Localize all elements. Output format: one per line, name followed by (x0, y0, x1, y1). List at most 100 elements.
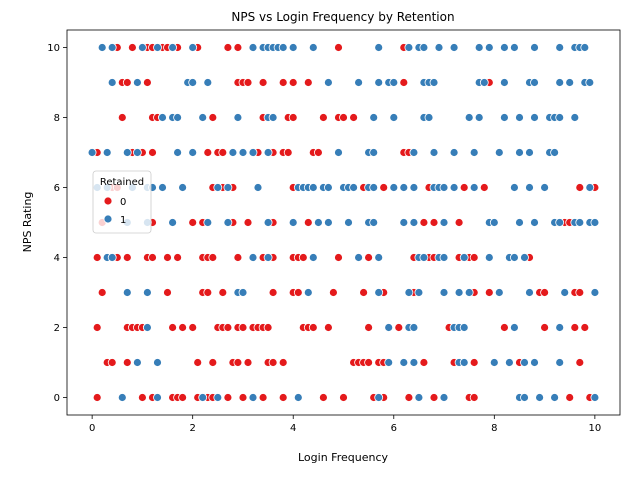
data-point-series-0-72 (499, 323, 509, 332)
y-axis-label: NPS Rating (21, 192, 34, 253)
data-point-series-1-96 (158, 183, 167, 192)
data-point-series-0-187 (288, 78, 298, 87)
data-point-series-1-71 (263, 218, 273, 227)
data-point-series-0-189 (399, 78, 409, 87)
data-point-series-1-100 (253, 183, 263, 192)
data-point-series-1-17 (399, 358, 409, 367)
legend-marker-0 (103, 196, 113, 206)
data-point-series-1-0 (117, 393, 127, 402)
data-point-series-0-186 (278, 78, 288, 87)
data-point-series-1-117 (439, 183, 449, 192)
data-point-series-1-25 (555, 358, 565, 367)
data-point-series-1-126 (122, 148, 132, 157)
data-point-series-0-63 (263, 323, 273, 332)
data-point-series-1-42 (414, 288, 424, 297)
data-point-series-1-158 (474, 113, 484, 122)
data-point-series-1-141 (494, 148, 504, 157)
data-point-series-1-146 (158, 113, 167, 122)
data-point-series-0-93 (540, 288, 549, 297)
x-axis-label: Login Frequency (298, 451, 388, 464)
data-point-series-0-192 (127, 43, 137, 52)
data-point-series-0-155 (203, 148, 213, 157)
data-point-series-0-11 (258, 393, 268, 402)
data-point-series-1-164 (555, 113, 565, 122)
data-point-series-1-78 (399, 218, 409, 227)
data-point-series-1-123 (585, 183, 595, 192)
data-point-series-1-199 (278, 43, 288, 52)
data-point-series-1-1 (153, 393, 162, 402)
data-point-series-1-181 (499, 78, 509, 87)
data-point-series-1-131 (238, 148, 248, 157)
data-point-series-0-69 (394, 323, 404, 332)
data-point-series-1-104 (308, 183, 318, 192)
data-point-series-0-112 (334, 253, 343, 262)
data-point-series-1-206 (434, 43, 444, 52)
data-point-series-1-167 (132, 78, 142, 87)
data-point-series-1-156 (424, 113, 434, 122)
data-point-series-1-159 (499, 113, 509, 122)
x-tick-label-2: 2 (189, 423, 195, 434)
data-point-series-1-216 (580, 43, 590, 52)
data-point-series-1-70 (223, 218, 233, 227)
data-point-series-0-101 (163, 253, 172, 262)
x-axis-ticks: 0 2 4 6 8 10 (89, 415, 601, 434)
data-point-series-1-60 (439, 253, 449, 262)
data-point-series-0-12 (278, 393, 288, 402)
data-point-series-1-127 (132, 148, 142, 157)
data-point-series-0-14 (339, 393, 348, 402)
data-point-series-1-111 (369, 183, 379, 192)
data-point-series-1-53 (263, 253, 273, 262)
data-point-series-1-51 (107, 253, 117, 262)
data-point-series-0-177 (339, 113, 348, 122)
data-point-series-1-137 (409, 148, 419, 157)
data-point-series-1-35 (122, 288, 132, 297)
data-point-series-1-112 (389, 183, 399, 192)
data-point-series-0-59 (238, 323, 248, 332)
x-tick-label-6: 6 (391, 423, 397, 434)
data-point-series-1-193 (188, 43, 198, 52)
data-point-series-0-45 (575, 358, 585, 367)
data-point-series-0-74 (570, 323, 580, 332)
data-point-series-1-170 (203, 78, 213, 87)
data-point-series-1-210 (499, 43, 509, 52)
data-point-series-1-5 (293, 393, 303, 402)
data-point-series-0-1 (137, 393, 147, 402)
data-point-series-0-87 (359, 288, 369, 297)
data-point-series-1-121 (525, 183, 534, 192)
data-point-series-0-145 (379, 183, 389, 192)
data-point-series-0-18 (429, 393, 439, 402)
data-point-series-1-12 (550, 393, 559, 402)
data-point-series-1-73 (313, 218, 323, 227)
data-point-series-0-13 (318, 393, 328, 402)
data-point-series-0-67 (323, 323, 333, 332)
data-point-series-0-68 (364, 323, 374, 332)
data-point-series-1-43 (439, 288, 449, 297)
y-tick-label-2: 2 (54, 323, 60, 334)
data-point-series-0-149 (575, 183, 585, 192)
data-point-series-0-184 (243, 78, 253, 87)
data-point-series-1-212 (530, 43, 539, 52)
data-point-series-1-149 (198, 113, 208, 122)
legend-title: Retained (100, 177, 144, 188)
x-tick-label-10: 10 (588, 423, 601, 434)
plot-frame (66, 29, 621, 416)
data-point-series-1-161 (530, 113, 539, 122)
data-point-series-0-111 (298, 253, 308, 262)
data-point-series-1-18 (409, 358, 419, 367)
data-point-series-1-69 (203, 218, 213, 227)
data-point-series-1-79 (409, 218, 419, 227)
data-point-series-0-26 (122, 358, 132, 367)
data-point-series-0-73 (540, 323, 549, 332)
data-point-series-1-145 (550, 148, 559, 157)
data-point-series-1-207 (449, 43, 459, 52)
x-tick-label-0: 0 (89, 423, 95, 434)
data-point-series-1-16 (384, 358, 394, 367)
data-point-series-0-203 (334, 43, 343, 52)
data-point-series-1-128 (173, 148, 183, 157)
data-point-series-1-200 (288, 43, 298, 52)
data-point-series-0-98 (122, 253, 132, 262)
data-point-series-1-172 (354, 78, 364, 87)
data-point-series-0-30 (233, 358, 243, 367)
data-point-series-0-132 (454, 218, 464, 227)
